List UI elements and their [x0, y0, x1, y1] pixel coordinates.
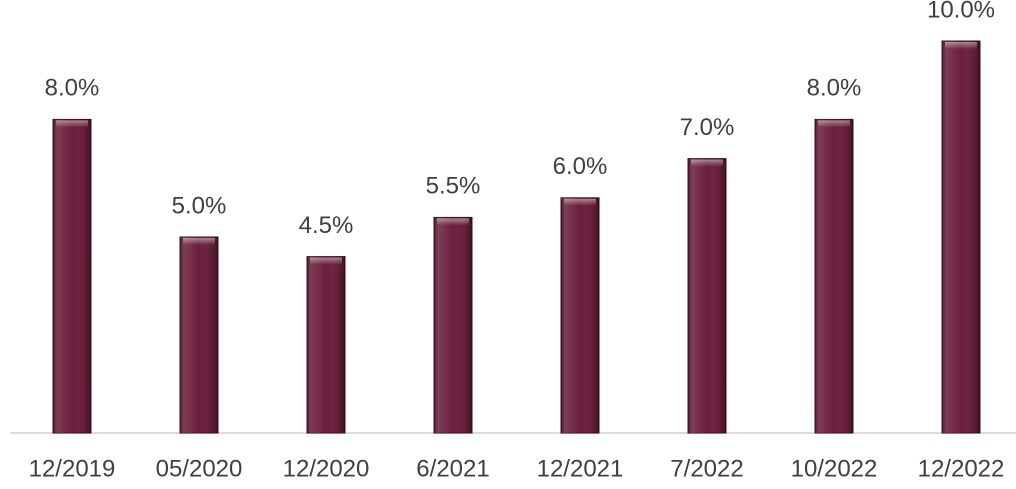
bar — [687, 158, 727, 434]
x-tick-label: 7/2022 — [670, 455, 743, 482]
x-tick-label: 12/2020 — [283, 455, 370, 482]
bar — [941, 40, 981, 434]
bar — [433, 216, 473, 434]
bar — [306, 256, 346, 434]
bar — [52, 118, 92, 434]
x-tick-label: 6/2021 — [416, 455, 489, 482]
x-tick-label: 05/2020 — [156, 455, 243, 482]
x-tick-label: 12/2021 — [537, 455, 624, 482]
bar — [560, 197, 600, 434]
value-label: 5.0% — [172, 192, 227, 219]
x-tick-label: 12/2019 — [29, 455, 116, 482]
x-tick-label: 10/2022 — [791, 455, 878, 482]
bar — [814, 118, 854, 434]
value-label: 8.0% — [45, 75, 100, 102]
value-label: 6.0% — [553, 153, 608, 180]
value-label: 5.5% — [426, 173, 481, 200]
value-label: 10.0% — [927, 0, 995, 23]
x-tick-label: 12/2022 — [918, 455, 1005, 482]
value-label: 8.0% — [807, 75, 862, 102]
value-label: 7.0% — [680, 114, 735, 141]
bar — [179, 236, 219, 434]
value-label: 4.5% — [299, 212, 354, 239]
